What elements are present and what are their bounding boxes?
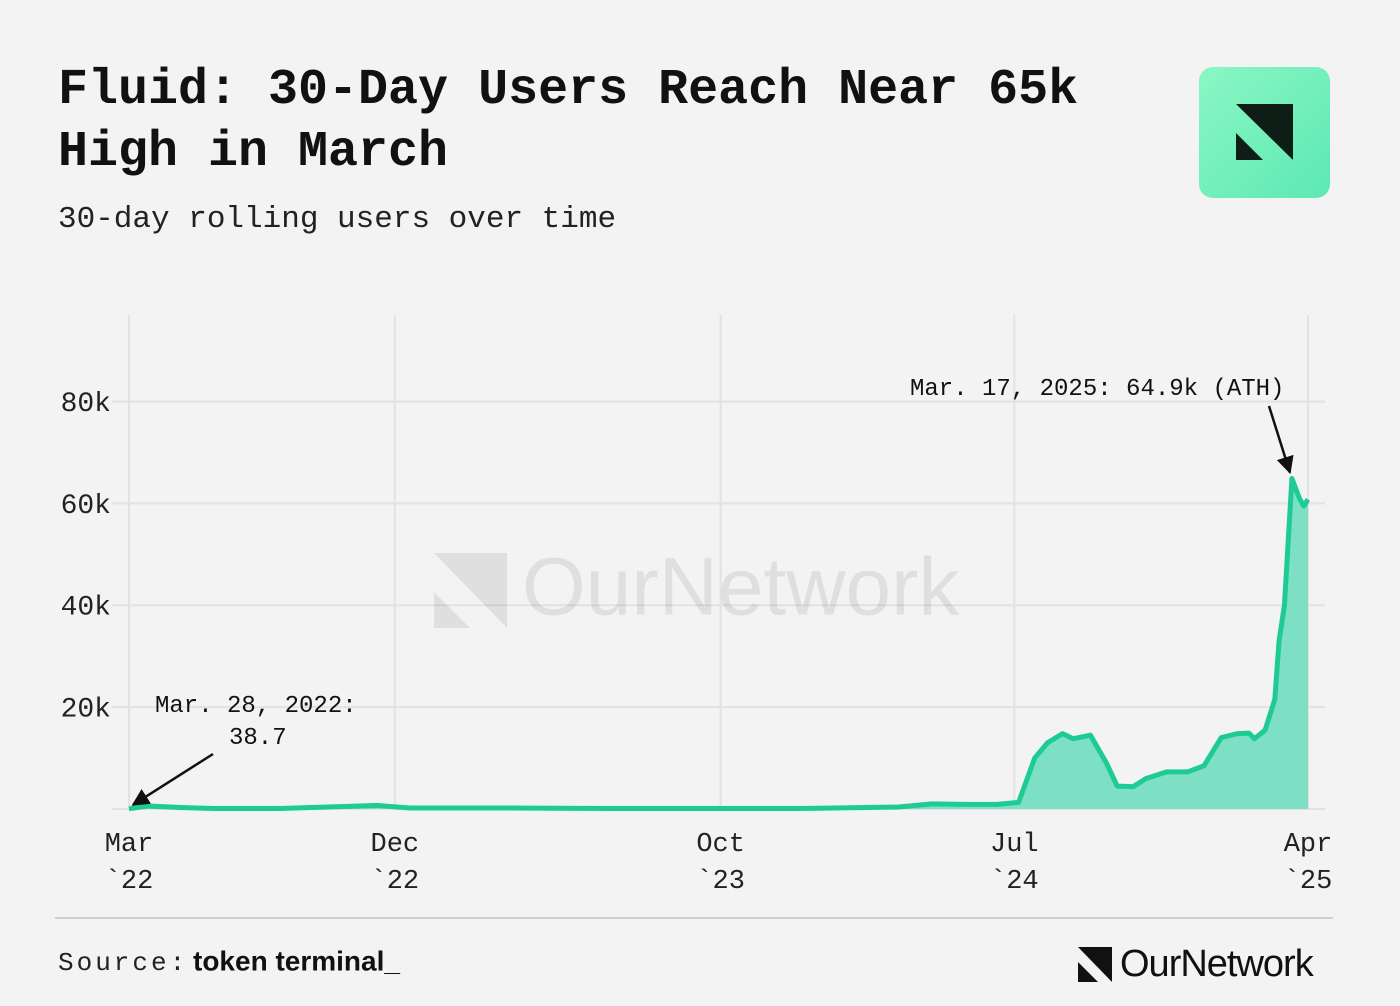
- x-tick-label-line: Jul: [990, 830, 1039, 860]
- plot-area: Mar `22 Dec `22 Oct `23 Jul `24 Apr `25 20k 40k 60k 8…: [61, 315, 1333, 897]
- annotation: Mar. 17, 2025: 64.9k (ATH): [910, 376, 1284, 403]
- source-name: token terminal_: [193, 945, 400, 976]
- x-tick-label: Apr `25: [1284, 830, 1333, 897]
- source-label: Source:: [58, 948, 188, 978]
- x-tick-label-line: `24: [990, 867, 1039, 897]
- brand-name: OurNetwork: [1120, 943, 1315, 985]
- x-tick-label-line: Mar: [105, 830, 154, 860]
- x-tick-label: Jul `24: [990, 830, 1039, 897]
- x-tick-label-line: Apr: [1284, 830, 1333, 860]
- x-tick-label: Oct `23: [696, 830, 745, 897]
- annotation-line: Mar. 17, 2025: 64.9k (ATH): [910, 376, 1284, 403]
- logo: [1199, 67, 1330, 198]
- x-tick-label: Dec `22: [371, 830, 420, 897]
- annotation-line: 38.7: [229, 725, 287, 752]
- annotation-arrow: [1267, 405, 1294, 475]
- chart-title: Fluid: 30-Day Users Reach Near 65k High …: [58, 62, 1079, 181]
- x-tick-label-line: Oct: [696, 830, 745, 860]
- area: [129, 478, 1308, 809]
- line: [128, 475, 1311, 812]
- x-tick-label: Mar `22: [105, 830, 154, 897]
- y-tick-label: 20k: [61, 695, 111, 726]
- brand-logo: OurNetwork: [1078, 943, 1316, 985]
- x-tick-label-line: Dec: [371, 830, 420, 860]
- x-tick-label-line: `25: [1284, 867, 1333, 897]
- x-tick-label-line: `22: [105, 867, 154, 897]
- y-tick-label: 80k: [61, 389, 111, 420]
- x-tick-label-line: `23: [696, 867, 745, 897]
- annotation: Mar. 28, 2022: 38.7: [155, 693, 357, 752]
- watermark-text: OurNetwork: [522, 542, 960, 633]
- y-tick-label: 60k: [61, 491, 111, 522]
- watermark: OurNetwork: [434, 542, 960, 633]
- annotation-arrow: [131, 752, 214, 806]
- x-tick-label-line: `22: [371, 867, 420, 897]
- y-tick-label: 40k: [61, 593, 111, 624]
- annotation-line: Mar. 28, 2022:: [155, 693, 357, 720]
- chart-subtitle: 30-day rolling users over time: [58, 202, 617, 237]
